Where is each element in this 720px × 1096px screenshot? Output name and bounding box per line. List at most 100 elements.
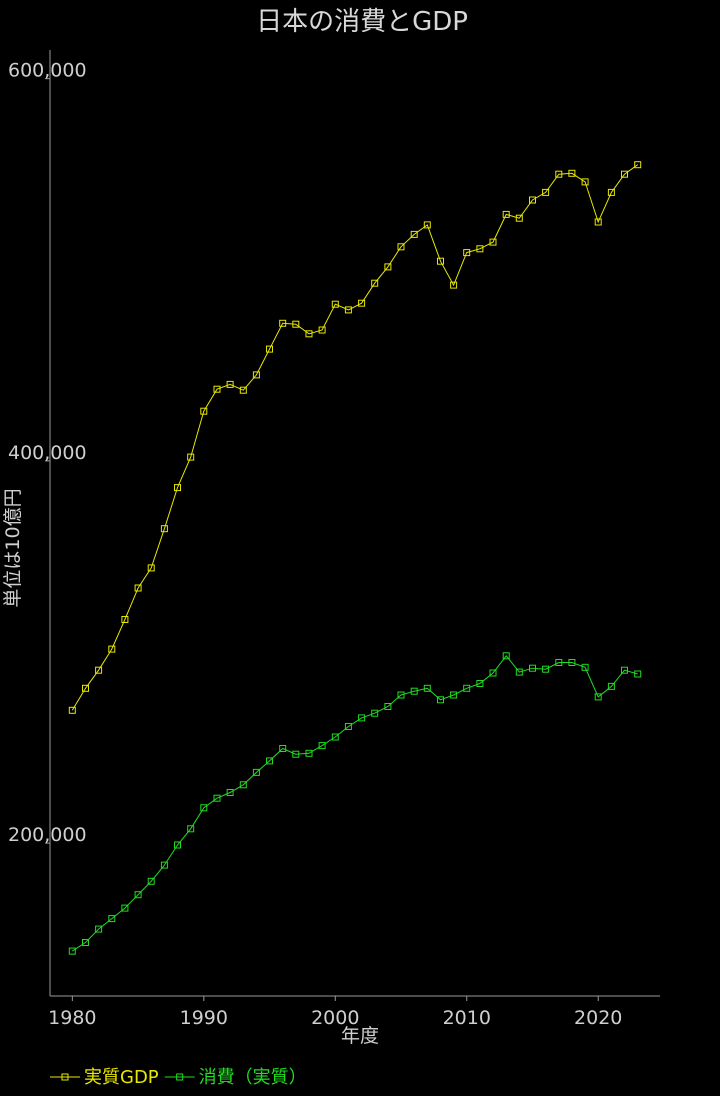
data-point [371, 279, 379, 287]
data-point [200, 804, 208, 812]
x-axis-label: 年度 [341, 1025, 379, 1047]
data-point [450, 281, 458, 289]
data-point [515, 214, 523, 222]
legend-swatch-marker [176, 1073, 184, 1081]
data-point [266, 757, 273, 765]
data-point [147, 564, 155, 572]
data-point [594, 693, 602, 701]
data-point [581, 663, 589, 671]
data-point [502, 652, 510, 660]
y-tick-label: 600,000 [8, 60, 87, 82]
data-point [568, 659, 576, 666]
data-point [239, 386, 247, 394]
data-point [358, 299, 366, 307]
data-point [252, 371, 260, 379]
series-line [71, 164, 638, 711]
data-point [397, 243, 405, 251]
data-point [634, 161, 642, 169]
data-point [410, 687, 418, 695]
data-point [634, 670, 642, 678]
data-point [410, 230, 418, 238]
data-point [68, 706, 76, 714]
legend-entry-label: 消費（実質） [199, 1067, 307, 1088]
data-point [384, 703, 392, 710]
data-point [437, 257, 444, 265]
data-point [621, 666, 628, 674]
data-point [68, 947, 76, 955]
data-point [450, 691, 458, 699]
data-point [463, 249, 471, 257]
data-point [318, 742, 326, 750]
data-point [318, 326, 326, 334]
data-point [174, 484, 181, 492]
data-point [292, 750, 300, 758]
series-layer [68, 161, 642, 955]
data-point [174, 841, 181, 849]
data-point [305, 330, 313, 338]
y-axis-label: 単位は10億円 [2, 488, 24, 607]
data-point [108, 915, 116, 923]
data-point [502, 210, 510, 218]
data-point [344, 306, 352, 314]
data-point [542, 665, 550, 673]
x-tick-label: 2020 [574, 1007, 622, 1029]
data-point [226, 380, 234, 388]
data-point [213, 385, 221, 393]
data-point [476, 680, 484, 687]
data-point [529, 196, 536, 204]
data-point [121, 616, 129, 623]
data-point [594, 218, 602, 226]
data-point [134, 891, 142, 899]
data-point [542, 188, 550, 196]
data-point [213, 794, 221, 802]
data-point [344, 723, 352, 730]
y-ticks: 200,000 400,000 600,000 [8, 60, 87, 846]
chart-title: 日本の消費とGDP [256, 7, 468, 37]
data-point [108, 645, 116, 653]
data-point [607, 188, 615, 196]
data-point [121, 904, 129, 912]
legend-entry-label: 実質GDP [84, 1067, 159, 1088]
data-point [226, 789, 234, 796]
data-point [423, 221, 431, 229]
data-point [621, 170, 628, 178]
data-point [279, 745, 287, 752]
data-point [331, 733, 339, 741]
data-point [529, 664, 536, 672]
data-point [82, 684, 89, 692]
data-point [555, 659, 563, 666]
data-point [568, 169, 576, 177]
data-point [266, 345, 273, 353]
x-tick-label: 2000 [311, 1007, 359, 1029]
data-point [331, 300, 339, 308]
data-point [515, 668, 523, 676]
data-point [358, 714, 366, 722]
legend-swatch-marker [61, 1073, 69, 1081]
data-point [305, 749, 313, 757]
data-point [292, 320, 300, 328]
data-point [437, 696, 444, 704]
data-point [607, 682, 615, 690]
data-point [239, 781, 247, 789]
series-line [72, 654, 638, 952]
x-tick-label: 1990 [180, 1007, 228, 1029]
x-tick-label: 2010 [443, 1007, 491, 1029]
series-0 [68, 161, 642, 714]
data-point [555, 170, 563, 178]
data-point [397, 691, 405, 699]
data-point [134, 584, 142, 592]
data-point [581, 178, 589, 186]
data-point [200, 407, 208, 415]
y-tick-label: 400,000 [8, 442, 87, 464]
data-point [187, 453, 195, 461]
data-point [489, 669, 497, 677]
plot-area: 200,000 400,000 600,000 1980 1990 2000 2010 20… [8, 50, 660, 1029]
data-point [95, 925, 103, 933]
data-point [160, 525, 168, 533]
data-point [476, 245, 484, 253]
data-point [489, 238, 497, 246]
data-point [147, 877, 155, 885]
data-point [160, 861, 168, 869]
data-point [384, 263, 392, 271]
